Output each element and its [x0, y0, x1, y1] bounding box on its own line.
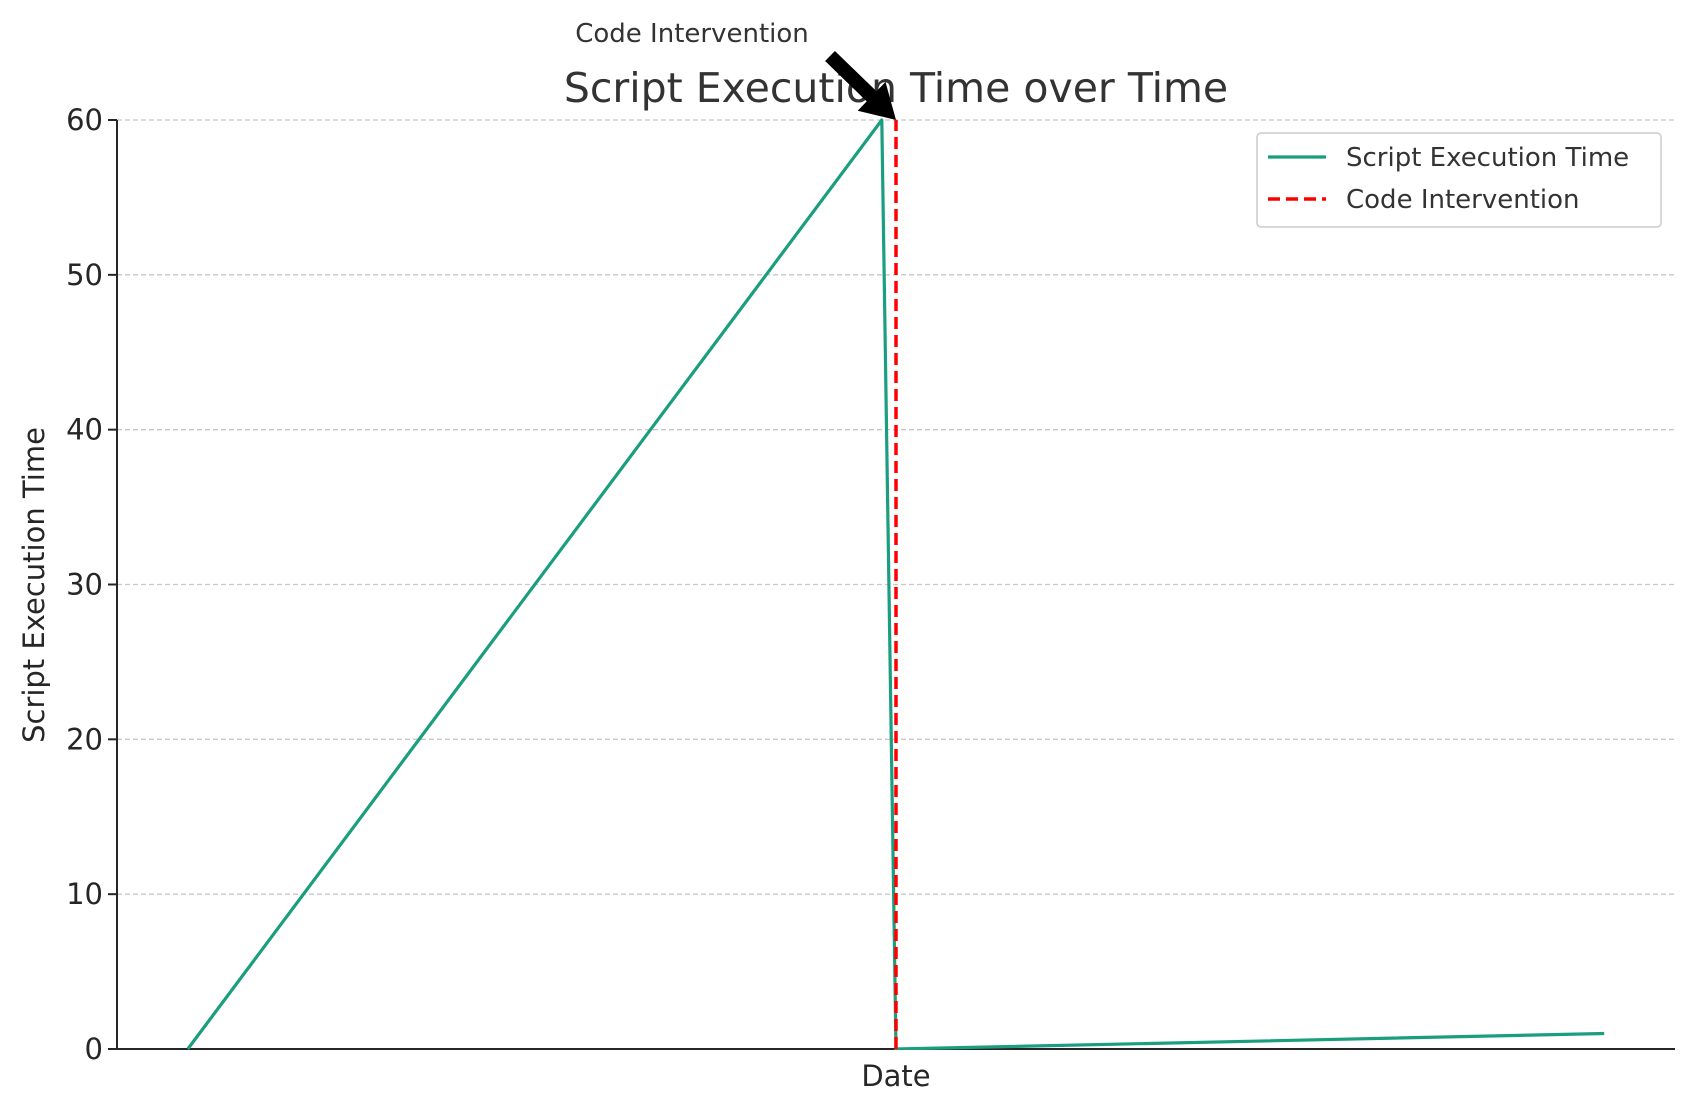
y-tick-label-20: 20 — [66, 722, 103, 756]
y-axis-title: Script Execution Time — [17, 427, 51, 743]
y-tick-label-30: 30 — [66, 568, 103, 602]
y-tick-label-40: 40 — [66, 413, 103, 447]
legend-label-code-intervention: Code Intervention — [1346, 185, 1580, 215]
legend-frame — [1256, 132, 1662, 228]
annotation-arrow — [825, 51, 896, 120]
legend: Script Execution Time Code Intervention — [1256, 132, 1662, 228]
y-tick-label-60: 60 — [66, 103, 103, 137]
annotation-text: Code Intervention — [575, 19, 809, 49]
annotation: Code Intervention — [575, 19, 896, 120]
y-tick-label-50: 50 — [66, 258, 103, 292]
y-tick-label-0: 0 — [85, 1032, 103, 1066]
y-tick-label-10: 10 — [66, 877, 103, 911]
chart-title: Script Execution Time over Time — [564, 64, 1228, 112]
y-ticks: 0 10 20 30 40 50 60 — [66, 103, 117, 1066]
plot-area — [186, 118, 1605, 1050]
x-axis-title: Date — [861, 1059, 930, 1093]
series-line-script-execution-time — [186, 118, 1605, 1050]
legend-label-script-execution-time: Script Execution Time — [1346, 143, 1629, 173]
